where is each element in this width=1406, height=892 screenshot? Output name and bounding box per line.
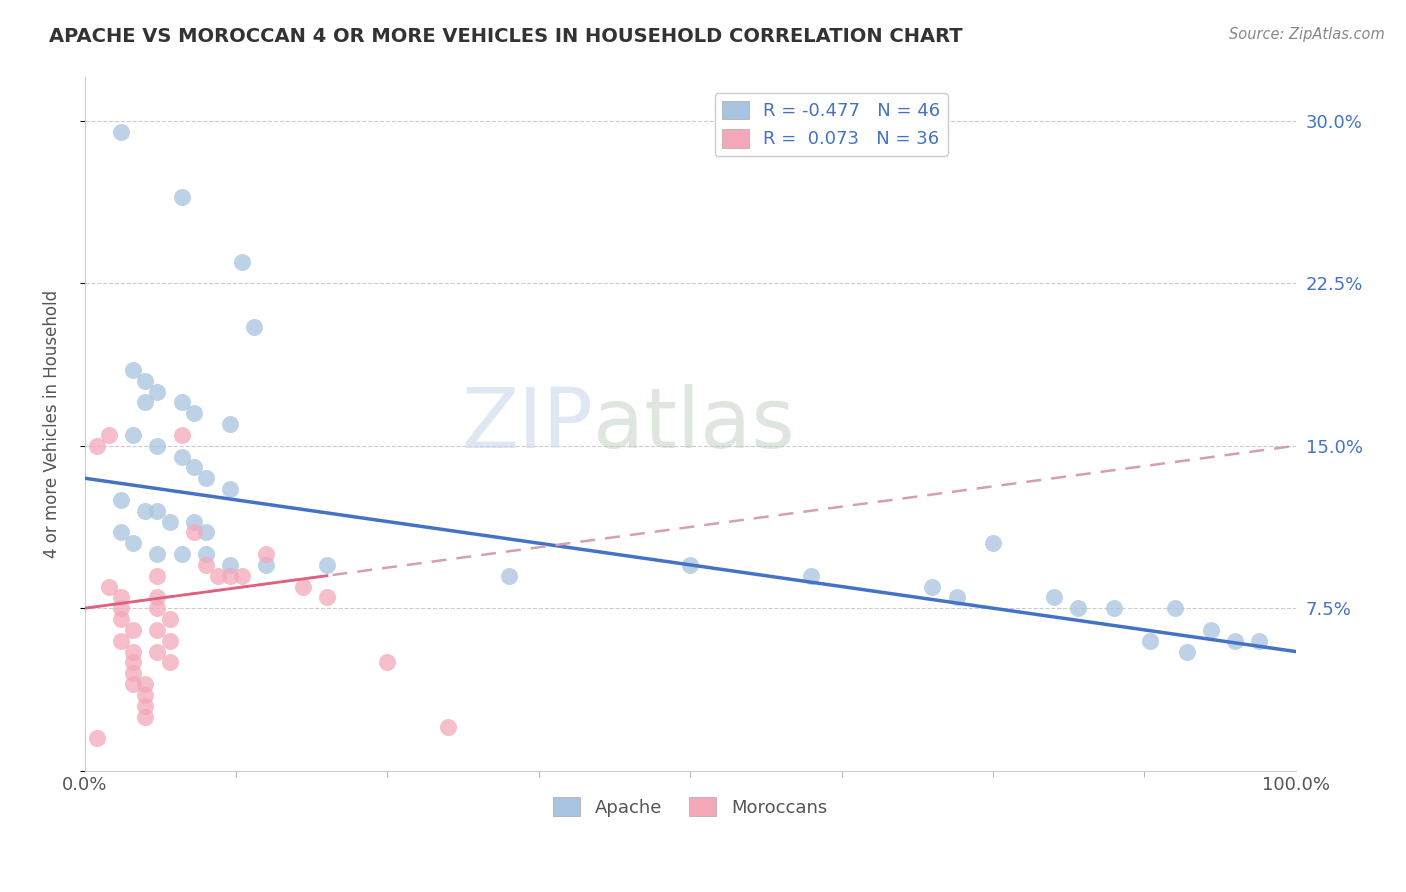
- Text: APACHE VS MOROCCAN 4 OR MORE VEHICLES IN HOUSEHOLD CORRELATION CHART: APACHE VS MOROCCAN 4 OR MORE VEHICLES IN…: [49, 27, 963, 45]
- Point: [231, 254, 253, 268]
- Point: [183, 515, 205, 529]
- Point: [1067, 601, 1090, 615]
- Point: [146, 504, 169, 518]
- Point: [122, 428, 145, 442]
- Point: [219, 482, 242, 496]
- Point: [146, 384, 169, 399]
- Point: [170, 189, 193, 203]
- Point: [159, 656, 181, 670]
- Point: [1175, 644, 1198, 658]
- Point: [134, 395, 156, 409]
- Point: [159, 633, 181, 648]
- Point: [219, 568, 242, 582]
- Point: [134, 374, 156, 388]
- Point: [146, 591, 169, 605]
- Point: [1249, 633, 1271, 648]
- Point: [800, 568, 823, 582]
- Point: [122, 666, 145, 681]
- Point: [207, 568, 229, 582]
- Point: [110, 601, 132, 615]
- Point: [146, 439, 169, 453]
- Point: [159, 515, 181, 529]
- Point: [97, 580, 120, 594]
- Point: [170, 428, 193, 442]
- Point: [498, 568, 520, 582]
- Point: [254, 558, 277, 572]
- Point: [122, 677, 145, 691]
- Point: [146, 644, 169, 658]
- Point: [1102, 601, 1125, 615]
- Point: [1199, 623, 1222, 637]
- Point: [679, 558, 702, 572]
- Point: [122, 656, 145, 670]
- Point: [316, 558, 339, 572]
- Point: [219, 558, 242, 572]
- Point: [110, 612, 132, 626]
- Point: [134, 688, 156, 702]
- Point: [194, 525, 217, 540]
- Point: [170, 395, 193, 409]
- Point: [1042, 591, 1064, 605]
- Text: Source: ZipAtlas.com: Source: ZipAtlas.com: [1229, 27, 1385, 42]
- Text: atlas: atlas: [593, 384, 796, 465]
- Point: [122, 363, 145, 377]
- Point: [194, 547, 217, 561]
- Point: [110, 525, 132, 540]
- Point: [86, 439, 108, 453]
- Point: [134, 677, 156, 691]
- Point: [146, 568, 169, 582]
- Point: [86, 731, 108, 746]
- Point: [97, 428, 120, 442]
- Point: [291, 580, 314, 594]
- Point: [170, 450, 193, 464]
- Point: [110, 633, 132, 648]
- Point: [110, 591, 132, 605]
- Point: [122, 623, 145, 637]
- Point: [945, 591, 967, 605]
- Point: [243, 319, 266, 334]
- Point: [134, 504, 156, 518]
- Point: [122, 644, 145, 658]
- Point: [134, 709, 156, 723]
- Legend: Apache, Moroccans: Apache, Moroccans: [546, 790, 834, 824]
- Point: [146, 601, 169, 615]
- Point: [146, 623, 169, 637]
- Point: [183, 525, 205, 540]
- Point: [1163, 601, 1185, 615]
- Point: [254, 547, 277, 561]
- Point: [183, 406, 205, 420]
- Point: [146, 547, 169, 561]
- Point: [122, 536, 145, 550]
- Point: [1225, 633, 1247, 648]
- Point: [316, 591, 339, 605]
- Point: [110, 492, 132, 507]
- Point: [1139, 633, 1161, 648]
- Point: [981, 536, 1004, 550]
- Point: [437, 720, 460, 734]
- Point: [183, 460, 205, 475]
- Y-axis label: 4 or more Vehicles in Household: 4 or more Vehicles in Household: [44, 290, 60, 558]
- Text: ZIP: ZIP: [461, 384, 593, 465]
- Point: [231, 568, 253, 582]
- Point: [377, 656, 399, 670]
- Point: [194, 558, 217, 572]
- Point: [159, 612, 181, 626]
- Point: [110, 125, 132, 139]
- Point: [219, 417, 242, 431]
- Point: [170, 547, 193, 561]
- Point: [194, 471, 217, 485]
- Point: [134, 698, 156, 713]
- Point: [921, 580, 943, 594]
